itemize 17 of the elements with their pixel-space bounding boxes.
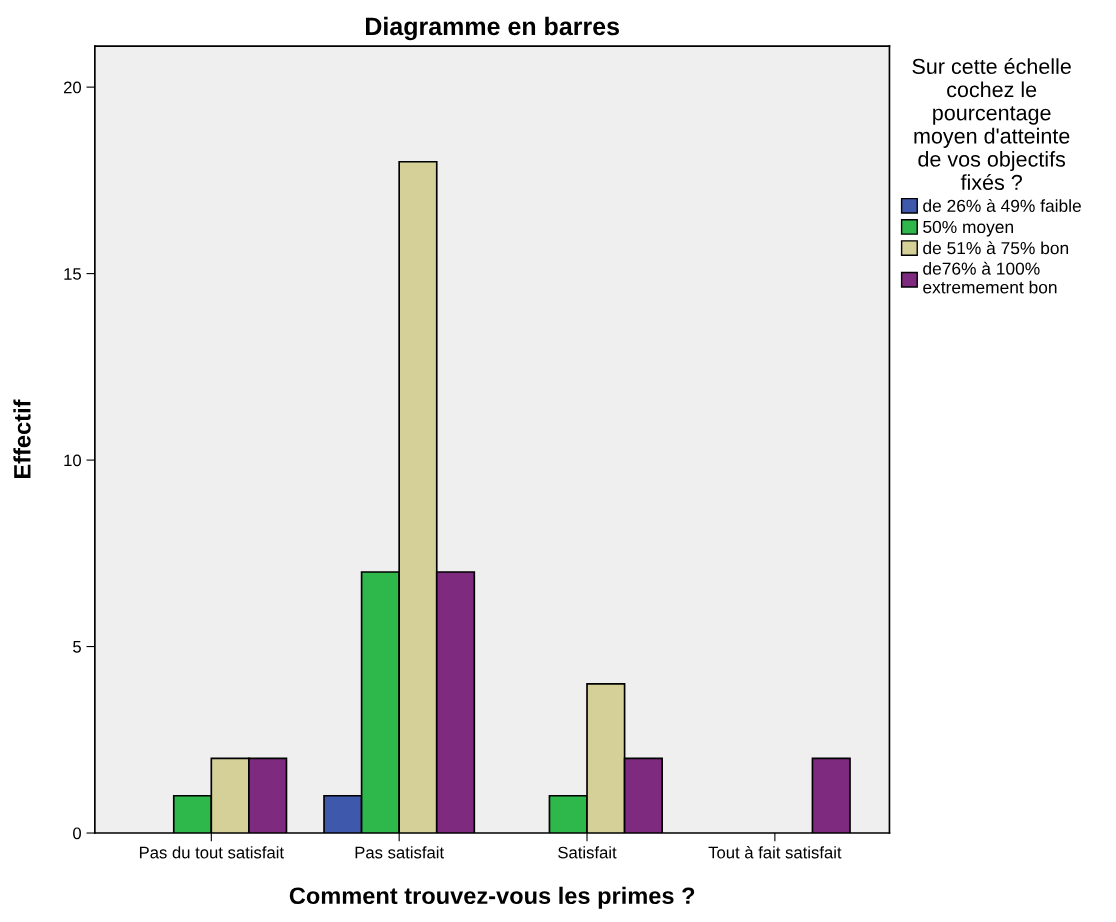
y-tick-label: 0 xyxy=(73,827,82,840)
legend-label: de 26% à 49% faible xyxy=(923,199,1081,212)
y-tick-label: 10 xyxy=(64,454,82,467)
chart-title: Diagramme en barres xyxy=(365,16,619,41)
y-tick-label: 5 xyxy=(73,641,81,653)
legend-label: 50% moyen xyxy=(923,220,1013,237)
legend-label: de 51% à 75% bon xyxy=(923,241,1069,255)
x-tick-label: Satisfait xyxy=(558,846,617,859)
legend-title: Sur cette échelle cochez le pourcentage moyen d'atteinte de vos objectifs fixés ? xyxy=(912,58,1071,191)
x-tick-label: Pas satisfait xyxy=(355,846,444,859)
y-axis-title: Effectif xyxy=(13,399,31,478)
x-tick-label: Tout à fait satisfait xyxy=(708,846,842,859)
x-tick-label: Pas du tout satisfait xyxy=(139,846,284,859)
y-tick-label: 15 xyxy=(64,268,81,280)
x-axis-title: Comment trouvez-vous les primes ? xyxy=(289,886,695,909)
legend-label: de76% à 100% extremement bon xyxy=(923,261,1057,294)
y-tick-label: 20 xyxy=(63,81,82,94)
